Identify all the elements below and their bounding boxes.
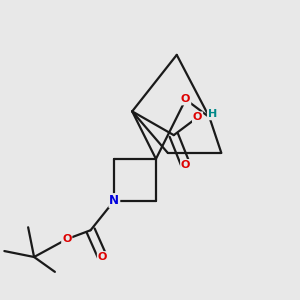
Text: O: O [62,234,71,244]
Text: H: H [208,109,217,119]
Text: N: N [109,194,119,207]
Text: O: O [181,94,190,104]
Text: O: O [193,112,202,122]
Text: O: O [98,252,107,262]
Text: O: O [181,160,190,170]
